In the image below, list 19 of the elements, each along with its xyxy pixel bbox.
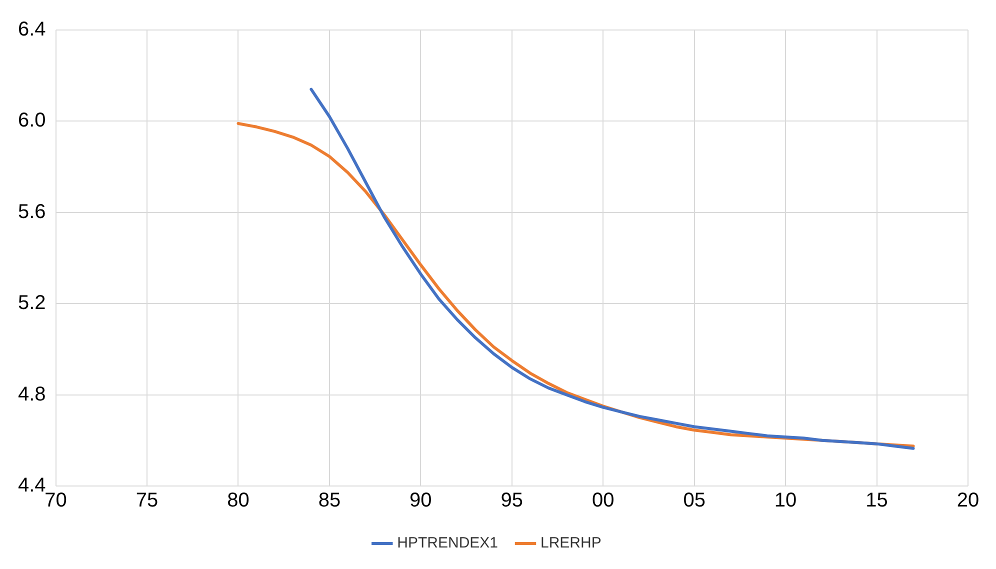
x-tick-label: 15 xyxy=(866,490,888,512)
x-tick-label: 95 xyxy=(500,490,524,512)
x-tick-label: 85 xyxy=(318,490,341,512)
x-tick-label: 75 xyxy=(136,490,158,512)
legend-label: LRERHP xyxy=(540,534,602,552)
x-tick-label: 05 xyxy=(683,490,706,512)
x-tick-label: 10 xyxy=(774,490,797,512)
x-tick-label: 20 xyxy=(956,490,980,512)
x-tick-label: 70 xyxy=(44,490,67,512)
y-tick-label: 5.2 xyxy=(18,292,46,314)
y-tick-label: 4.8 xyxy=(18,383,46,406)
y-tick-label: 6.0 xyxy=(18,110,46,132)
x-tick-label: 90 xyxy=(410,490,432,512)
y-tick-label: 4.4 xyxy=(18,474,46,497)
x-tick-label: 00 xyxy=(592,490,614,512)
y-tick-label: 6.4 xyxy=(18,18,46,41)
x-tick-label: 80 xyxy=(227,490,250,512)
legend-label: HPTRENDEX1 xyxy=(397,534,498,552)
y-tick-label: 5.6 xyxy=(18,200,46,223)
